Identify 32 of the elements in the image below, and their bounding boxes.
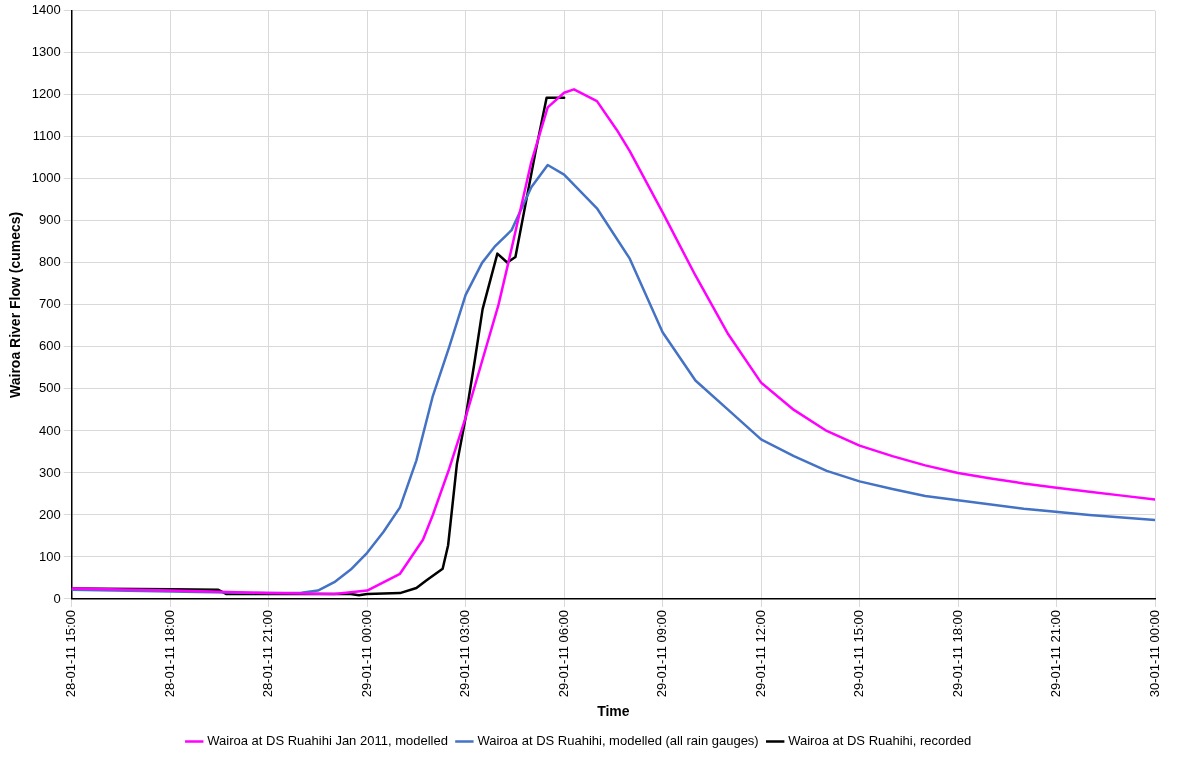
x-tick-label: 29-01-11 03:00	[457, 609, 473, 698]
x-axis-title: Time	[597, 703, 630, 720]
x-tick-label: 28-01-11 15:00	[63, 609, 79, 698]
y-tick-label: 600	[39, 338, 61, 354]
y-tick-label: 1400	[31, 2, 61, 18]
y-tick-label: 700	[39, 296, 61, 312]
y-tick-label: 300	[39, 464, 61, 480]
x-tick-label: 29-01-11 12:00	[752, 609, 768, 698]
x-tick-label: 30-01-11 00:00	[1146, 609, 1162, 698]
y-tick-label: 500	[39, 380, 61, 396]
x-tick-label: 29-01-11 09:00	[654, 609, 670, 698]
x-tick-label: 29-01-11 00:00	[358, 609, 374, 698]
y-tick-label: 1100	[32, 128, 61, 144]
y-tick-label: 100	[39, 548, 61, 564]
x-tick-label: 28-01-11 21:00	[260, 609, 276, 698]
y-tick-label: 400	[39, 422, 61, 438]
x-tick-label: 29-01-11 18:00	[949, 609, 965, 698]
x-tick-label: 29-01-11 06:00	[555, 609, 571, 698]
x-tick-label: 28-01-11 18:00	[161, 609, 177, 698]
y-tick-label: 1200	[31, 86, 61, 102]
legend-label: Wairoa at DS Ruahihi Jan 2011, modelled	[207, 733, 448, 749]
legend-label: Wairoa at DS Ruahihi, recorded	[788, 733, 972, 749]
y-tick-label: 900	[39, 212, 61, 228]
y-tick-label: 800	[39, 254, 61, 270]
y-tick-label: 1000	[31, 170, 61, 186]
y-axis-title: Wairoa River Flow (cumecs)	[7, 211, 24, 398]
y-tick-label: 200	[39, 506, 61, 522]
legend-label: Wairoa at DS Ruahihi, modelled (all rain gauges)	[477, 733, 759, 749]
x-tick-label: 29-01-11 21:00	[1048, 609, 1064, 698]
y-tick-label: 1300	[31, 44, 61, 60]
x-tick-label: 29-01-11 15:00	[851, 609, 867, 698]
y-tick-label: 0	[53, 590, 61, 606]
